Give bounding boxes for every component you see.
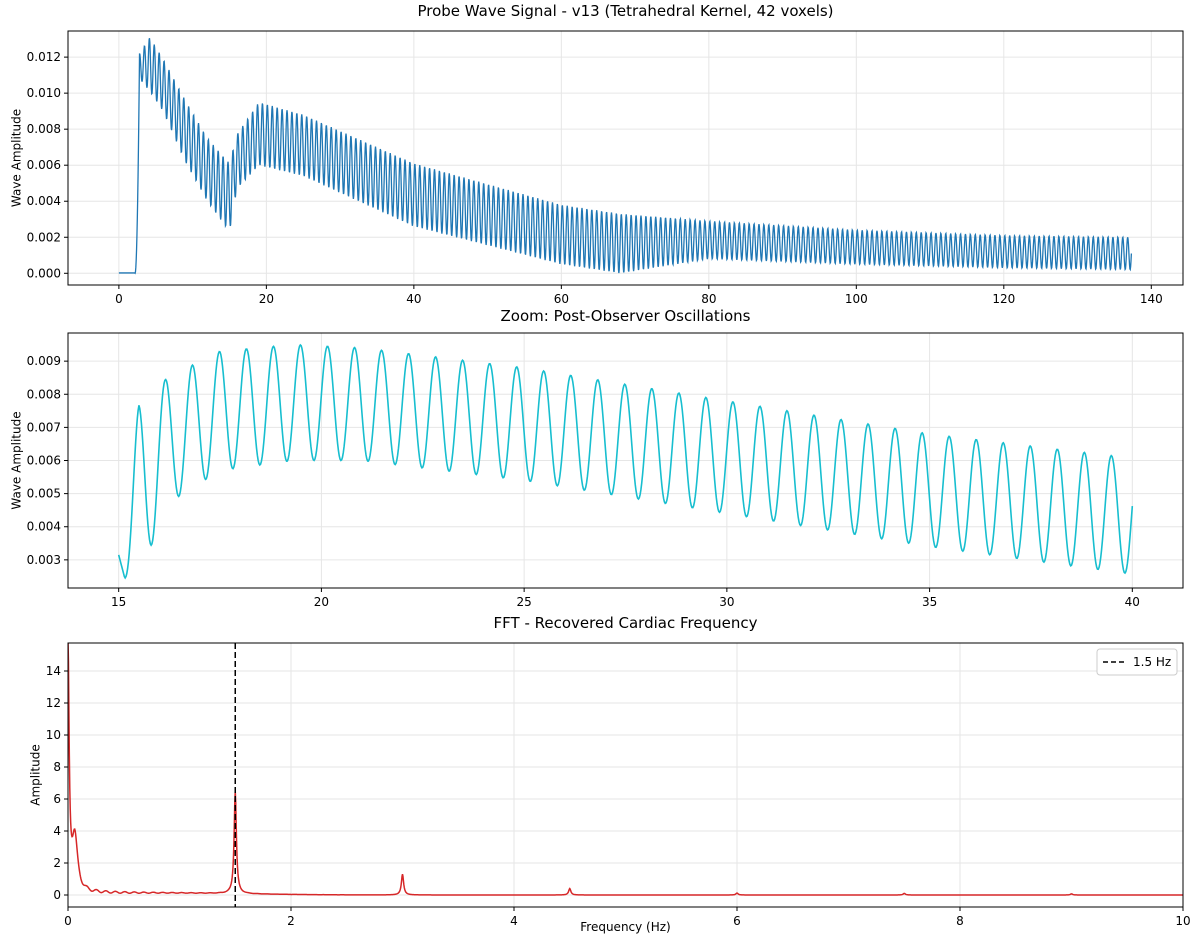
probe-wave-line (118, 38, 1133, 275)
x-tick-label: 8 (956, 914, 964, 928)
x-tick-label: 2 (287, 914, 295, 928)
y-tick-label: 10 (46, 728, 61, 742)
y-tick-label: 0.008 (27, 122, 61, 136)
x-tick-label: 10 (1175, 914, 1190, 928)
fft-xlabel: Frequency (Hz) (580, 920, 671, 934)
y-tick-label: 2 (53, 856, 61, 870)
y-tick-label: 0.007 (27, 420, 61, 434)
x-tick-label: 6 (733, 914, 741, 928)
y-tick-label: 8 (53, 760, 61, 774)
fft-title: FFT - Recovered Cardiac Frequency (494, 614, 758, 632)
x-tick-label: 0 (64, 914, 72, 928)
y-tick-label: 12 (46, 696, 61, 710)
x-tick-label: 120 (992, 292, 1015, 306)
fft-panel: 0 2 4 6 8 10 0 2 4 6 8 10 12 14 FFT - Recovered Cardi… (29, 614, 1191, 934)
x-tick-label: 4 (510, 914, 518, 928)
x-tick-label: 25 (516, 595, 531, 609)
x-tick-label: 20 (259, 292, 274, 306)
legend-label: 1.5 Hz (1133, 655, 1171, 669)
y-tick-label: 0.004 (27, 520, 61, 534)
y-tick-label: 0 (53, 888, 61, 902)
x-tick-label: 35 (922, 595, 937, 609)
y-tick-label: 0.002 (27, 230, 61, 244)
x-tick-label: 140 (1140, 292, 1163, 306)
x-tick-label: 40 (1125, 595, 1140, 609)
y-tick-label: 0.012 (27, 50, 61, 64)
y-tick-label: 0.006 (27, 454, 61, 468)
y-tick-label: 0.008 (27, 387, 61, 401)
fft-amplitude-line (68, 643, 1183, 896)
x-tick-label: 100 (845, 292, 868, 306)
y-tick-label: 0.005 (27, 487, 61, 501)
x-tick-label: 30 (719, 595, 734, 609)
x-tick-label: 15 (111, 595, 126, 609)
probe-wave-ylabel: Wave Amplitude (10, 109, 24, 207)
y-tick-label: 4 (53, 824, 61, 838)
y-tick-label: 0.010 (27, 86, 61, 100)
axes-frame (67, 642, 1184, 908)
axes-frame (67, 30, 1184, 286)
y-tick-label: 0.004 (27, 194, 61, 208)
y-tick-label: 0.003 (27, 553, 61, 567)
probe-wave-panel: 0 20 40 60 80 100 120 140 0.000 0.002 0.004 0.006 0.… (10, 2, 1184, 306)
y-tick-label: 0.006 (27, 158, 61, 172)
x-tick-label: 40 (406, 292, 421, 306)
y-tick-label: 0.009 (27, 354, 61, 368)
x-tick-label: 80 (701, 292, 716, 306)
fft-legend: 1.5 Hz (1096, 648, 1178, 676)
zoom-title: Zoom: Post-Observer Oscillations (501, 307, 751, 325)
zoom-panel: 15 20 25 30 35 40 0.003 0.004 0.005 0.006 0.007 0.0… (10, 307, 1184, 609)
zoom-wave-line (117, 343, 1134, 580)
y-tick-label: 6 (53, 792, 61, 806)
probe-wave-title: Probe Wave Signal - v13 (Tetrahedral Ker… (417, 2, 833, 20)
x-tick-label: 0 (115, 292, 123, 306)
y-tick-label: 14 (46, 664, 61, 678)
zoom-ylabel: Wave Amplitude (10, 411, 24, 509)
fft-ylabel: Amplitude (29, 744, 43, 806)
y-tick-label: 0.000 (27, 266, 61, 280)
x-tick-label: 60 (554, 292, 569, 306)
x-tick-label: 20 (314, 595, 329, 609)
